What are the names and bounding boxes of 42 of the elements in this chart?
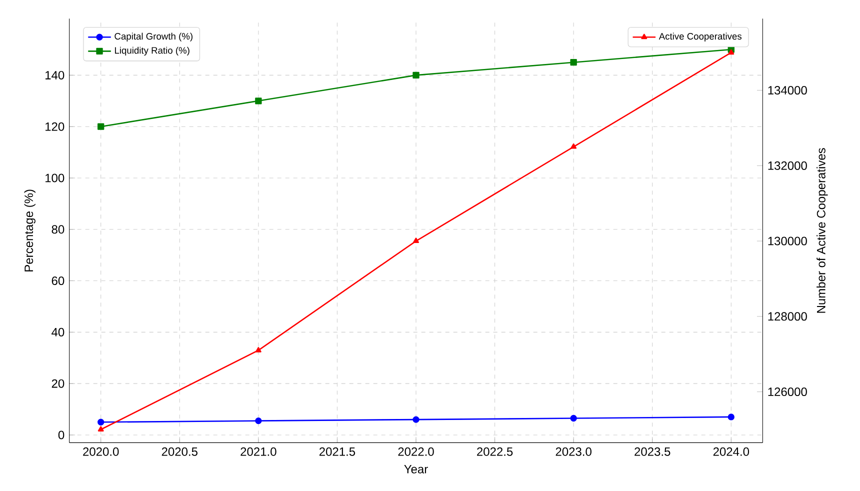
y-axis-title: Percentage (%) bbox=[24, 190, 36, 272]
legend-label: Liquidity Ratio (%) bbox=[115, 47, 190, 56]
point bbox=[570, 144, 577, 149]
x-tick-label: 2021.0 bbox=[240, 448, 276, 456]
point bbox=[413, 238, 419, 244]
point bbox=[570, 59, 577, 66]
y-tick-label: 100 bbox=[46, 174, 64, 182]
y-tick-label: 120 bbox=[46, 122, 64, 132]
y-tick-label: 80 bbox=[52, 225, 64, 234]
x-tick-label: 2020.5 bbox=[162, 448, 198, 456]
y2-tick-label: 132000 bbox=[768, 162, 807, 170]
y2-tick-label: 126000 bbox=[768, 388, 807, 396]
point bbox=[98, 123, 104, 130]
point bbox=[728, 49, 734, 55]
y-tick-label: 0 bbox=[58, 430, 64, 440]
x-tick-label: 2022.0 bbox=[398, 448, 434, 456]
y-tick-label: 140 bbox=[46, 71, 64, 80]
y2-tick-label: 130000 bbox=[768, 236, 807, 246]
y2-tick-label: 134000 bbox=[768, 86, 807, 95]
x-tick-label: 2024.0 bbox=[713, 448, 750, 456]
y2-tick-label: 128000 bbox=[768, 312, 807, 321]
point bbox=[255, 418, 262, 424]
x-tick-label: 2021.5 bbox=[319, 448, 356, 456]
y2-axis-title: Number of Active Cooperatives bbox=[816, 148, 828, 313]
y-tick-label: 60 bbox=[52, 276, 64, 286]
point bbox=[412, 72, 420, 79]
point bbox=[412, 416, 420, 424]
x-tick-label: 2022.5 bbox=[477, 448, 513, 456]
point bbox=[255, 347, 262, 352]
legend-label: Capital Growth (%) bbox=[114, 32, 192, 42]
point bbox=[728, 414, 734, 420]
point bbox=[255, 98, 262, 104]
x-tick-label: 2023.0 bbox=[556, 448, 592, 456]
legend-label: Active Cooperatives bbox=[658, 32, 742, 42]
point bbox=[98, 426, 104, 432]
x-axis-title: Year bbox=[404, 465, 428, 474]
y-tick-label: 40 bbox=[52, 328, 64, 337]
y-tick-label: 20 bbox=[52, 379, 64, 388]
point bbox=[570, 415, 577, 422]
x-tick-label: 2023.5 bbox=[634, 448, 670, 456]
point bbox=[98, 418, 104, 426]
x-tick-label: 2020.0 bbox=[83, 448, 119, 456]
